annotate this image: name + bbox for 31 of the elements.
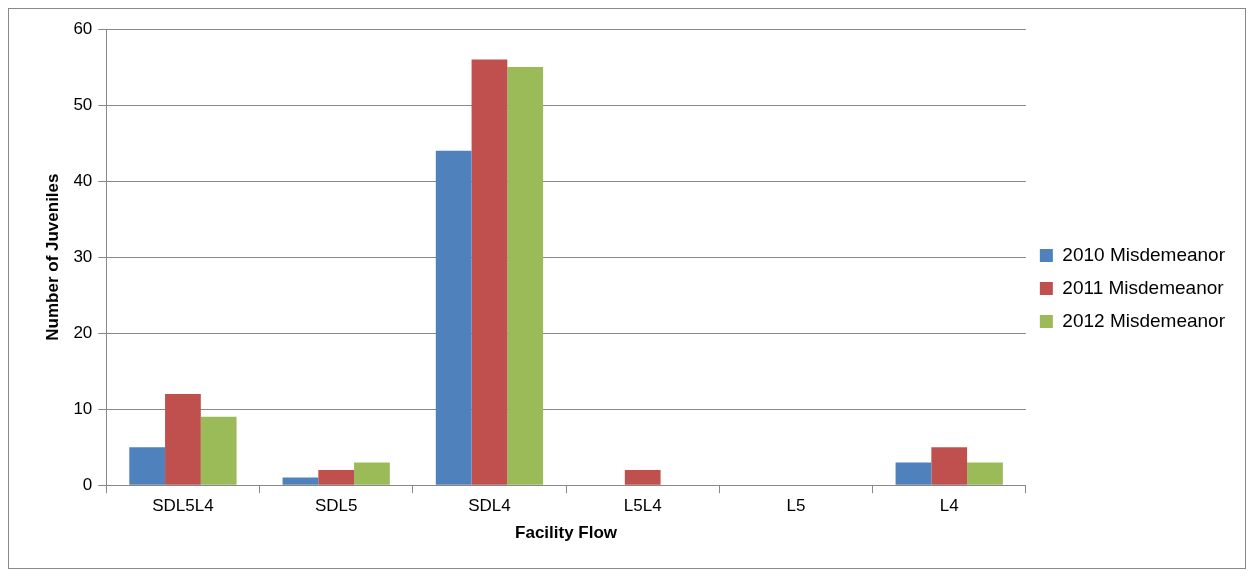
legend-label: 2010 Misdemeanor	[1062, 243, 1226, 265]
y-tick-label: 40	[73, 170, 93, 190]
legend-label: 2012 Misdemeanor	[1062, 309, 1226, 331]
bar	[967, 462, 1003, 485]
x-tick-label: L4	[939, 496, 959, 516]
x-tick-label: SDL5L4	[152, 496, 214, 516]
x-tick-label: L5L4	[623, 496, 662, 516]
y-tick-label: 30	[73, 246, 93, 266]
bar	[129, 447, 166, 485]
x-tick-label: SDL4	[468, 496, 511, 516]
y-tick-label: 50	[73, 94, 93, 114]
y-axis-title: Number of Juveniles	[42, 173, 62, 341]
bar	[895, 462, 932, 485]
x-tick-label: SDL5	[314, 496, 358, 516]
y-tick-label: 60	[73, 18, 93, 38]
bar	[282, 477, 319, 485]
y-tick-label: 20	[73, 322, 93, 342]
bar	[507, 67, 544, 485]
bar	[318, 469, 355, 485]
y-tick-label: 0	[82, 474, 93, 494]
x-axis-title: Facility Flow	[515, 523, 618, 543]
bar	[200, 416, 237, 485]
bar	[931, 447, 968, 485]
bar	[354, 462, 390, 485]
bar	[624, 469, 661, 485]
x-tick-label: L5	[786, 496, 806, 516]
legend-label: 2011 Misdemeanor	[1062, 276, 1225, 298]
bar	[165, 393, 201, 485]
bar	[435, 150, 472, 485]
y-tick-label: 10	[73, 398, 93, 418]
bar	[471, 59, 508, 485]
